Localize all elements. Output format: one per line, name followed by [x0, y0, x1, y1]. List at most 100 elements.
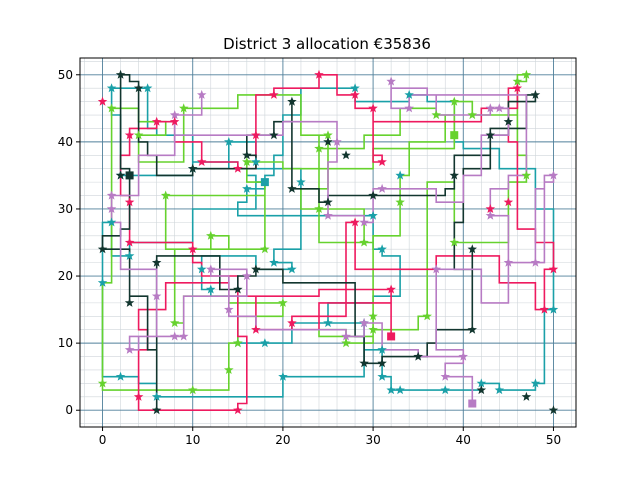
- stop-marker-orchid: [106, 204, 117, 213]
- stop-marker-dark: [133, 83, 144, 93]
- stop-marker-orchid: [169, 331, 180, 341]
- stop-marker-dark: [377, 358, 387, 368]
- stop-marker-green: [160, 190, 171, 200]
- stop-marker-green: [359, 237, 369, 247]
- stop-marker-teal: [106, 217, 117, 227]
- chart-title: District 3 allocation €35836: [223, 35, 431, 53]
- stop-marker-orchid: [440, 371, 450, 381]
- stop-marker-crimson: [251, 324, 261, 334]
- stop-marker-crimson: [151, 116, 162, 126]
- stop-marker-teal: [440, 385, 450, 395]
- stop-marker-crimson: [269, 89, 279, 99]
- stop-marker-orchid: [431, 264, 441, 274]
- stop-marker-dark: [530, 89, 541, 99]
- stop-marker-dark: [503, 116, 514, 126]
- stop-marker-green: [188, 385, 198, 395]
- x-tick-label: 30: [365, 433, 380, 447]
- stop-marker-dark: [548, 405, 559, 415]
- y-axis: 0 10 20 30 40 50: [58, 68, 80, 417]
- stop-marker-green: [179, 103, 189, 113]
- y-tick-label: 10: [58, 336, 73, 350]
- stop-marker-teal: [124, 250, 135, 260]
- y-tick-label: 20: [58, 269, 73, 283]
- depot-marker-orchid: [468, 399, 477, 408]
- stop-marker-dark: [449, 170, 459, 180]
- stop-marker-teal: [251, 157, 261, 166]
- stop-marker-teal: [278, 371, 288, 381]
- stop-marker-orchid: [169, 110, 180, 120]
- stop-marker-orchid: [359, 217, 369, 227]
- stop-marker-teal: [377, 371, 387, 381]
- stop-marker-dark: [287, 183, 297, 193]
- stop-marker-dark: [124, 297, 135, 307]
- route-line-crimson: [119, 74, 555, 412]
- stop-marker-teal: [530, 378, 541, 388]
- stop-marker-green: [314, 143, 324, 153]
- stop-marker-green: [133, 130, 144, 140]
- stop-marker-green: [521, 170, 532, 180]
- stop-marker-dark: [341, 150, 351, 160]
- stop-marker-crimson: [539, 304, 550, 314]
- stop-marker-crimson: [233, 405, 243, 415]
- stop-marker-dark: [413, 351, 423, 361]
- stop-marker-teal: [404, 89, 414, 99]
- stop-marker-teal: [142, 83, 153, 93]
- stop-marker-teal: [197, 264, 207, 274]
- stop-marker-orchid: [503, 257, 514, 267]
- stop-marker-green: [260, 244, 270, 254]
- stop-marker-green: [224, 365, 234, 374]
- stop-marker-teal: [323, 318, 333, 328]
- stop-marker-orchid: [530, 257, 541, 267]
- stop-marker-crimson: [233, 163, 243, 173]
- stop-marker-dark: [368, 190, 378, 200]
- stop-marker-teal: [476, 378, 487, 388]
- stop-marker-orchid: [548, 170, 559, 180]
- depot-marker-teal: [260, 178, 269, 187]
- stop-marker-green: [106, 103, 117, 113]
- stop-marker-dark: [115, 69, 126, 79]
- stop-marker-green: [278, 297, 288, 307]
- stop-marker-dark: [269, 130, 279, 140]
- route-line-green: [101, 74, 528, 391]
- stop-marker-dark: [233, 284, 243, 294]
- stop-marker-orchid: [106, 190, 117, 200]
- stop-marker-teal: [395, 385, 405, 395]
- stop-marker-teal: [368, 210, 378, 220]
- stop-marker-dark: [359, 358, 369, 368]
- stop-marker-teal: [115, 371, 126, 381]
- stop-marker-orchid: [151, 291, 162, 301]
- stop-marker-dark: [467, 324, 477, 334]
- x-tick-label: 50: [546, 433, 561, 447]
- y-tick-label: 0: [65, 403, 73, 417]
- stop-marker-teal: [377, 344, 387, 354]
- stop-marker-orchid: [323, 210, 333, 220]
- route-lines: [101, 74, 555, 412]
- stop-marker-orchid: [242, 271, 252, 281]
- stop-marker-crimson: [124, 130, 135, 140]
- stop-marker-orchid: [404, 103, 414, 113]
- stop-marker-crimson: [124, 197, 135, 207]
- depot-markers: [125, 131, 477, 408]
- stop-marker-crimson: [485, 204, 496, 213]
- stop-marker-teal: [395, 170, 405, 180]
- stop-marker-teal: [269, 257, 279, 267]
- stop-marker-green: [206, 230, 216, 240]
- x-axis: 0 10 20 30 40 50: [99, 427, 561, 447]
- plot-frame: [79, 57, 577, 428]
- stop-marker-dark: [485, 130, 496, 140]
- stop-marker-orchid: [485, 210, 496, 220]
- stop-marker-teal: [151, 391, 162, 401]
- stop-marker-orchid: [332, 136, 342, 146]
- stop-marker-green: [368, 311, 378, 321]
- stop-marker-green: [449, 96, 459, 106]
- x-tick-label: 10: [185, 433, 200, 447]
- stop-marker-dark: [476, 385, 487, 395]
- x-tick-label: 20: [275, 433, 290, 447]
- route-line-orchid: [110, 81, 555, 404]
- stop-marker-dark: [151, 405, 162, 415]
- stop-marker-dark: [323, 197, 333, 207]
- stop-marker-green: [233, 338, 243, 348]
- stop-marker-dark: [151, 257, 162, 267]
- stop-marker-dark: [467, 244, 477, 254]
